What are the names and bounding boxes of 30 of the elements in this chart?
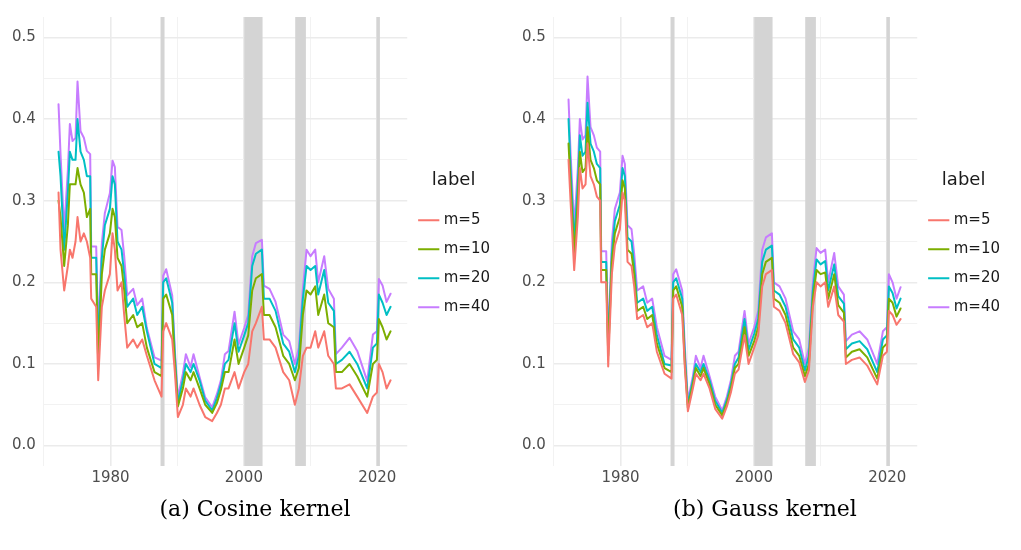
legend-label: m=20 <box>953 268 1001 287</box>
y-tick-label: 0.0 <box>522 435 546 454</box>
legend-title: label <box>941 167 986 189</box>
y-tick-label: 0.0 <box>12 435 36 454</box>
x-tick-label: 2000 <box>224 467 263 486</box>
text: (a) Cosine kernel <box>158 496 352 521</box>
y-tick-label: 0.3 <box>522 190 546 209</box>
x-tick-label: 2020 <box>868 467 907 486</box>
legend-label: m=40 <box>953 297 1001 316</box>
legend-label: m=5 <box>953 210 991 229</box>
y-tick-label: 0.5 <box>522 27 546 46</box>
legend-label: m=5 <box>443 210 481 229</box>
x-tick-label: 1980 <box>601 467 640 486</box>
text: (b) Gauss kernel <box>672 496 858 521</box>
y-tick-label: 0.1 <box>522 353 546 372</box>
legend-label: m=20 <box>443 268 491 287</box>
y-tick-label: 0.2 <box>522 272 546 291</box>
legend-label: m=40 <box>443 297 491 316</box>
x-tick-label: 2020 <box>358 467 397 486</box>
legend-label: m=10 <box>443 239 491 258</box>
x-tick-label: 1980 <box>91 467 130 486</box>
y-tick-label: 0.4 <box>522 108 546 127</box>
y-tick-label: 0.1 <box>12 353 36 372</box>
y-tick-label: 0.4 <box>12 108 36 127</box>
legend-label: m=10 <box>953 239 1001 258</box>
legend-title: label <box>431 167 476 189</box>
x-tick-label: 2000 <box>734 467 773 486</box>
y-tick-label: 0.5 <box>12 27 36 46</box>
y-tick-label: 0.3 <box>12 190 36 209</box>
y-tick-label: 0.2 <box>12 272 36 291</box>
